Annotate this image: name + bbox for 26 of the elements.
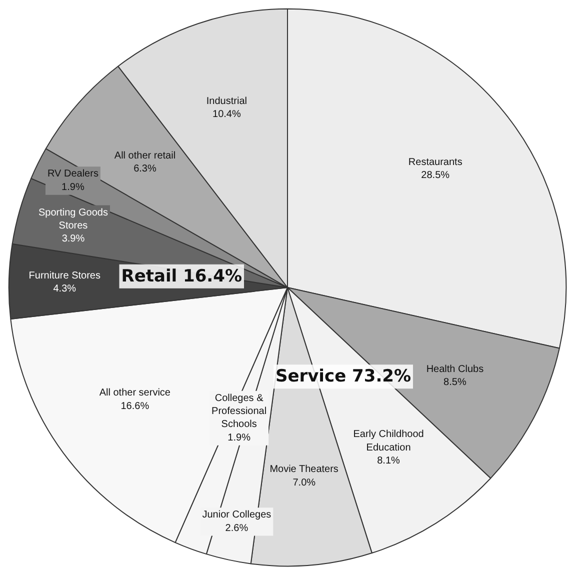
data-label: 16.6% [120, 400, 150, 412]
data-label: 7.0% [292, 477, 316, 488]
text: Service 73.2% [275, 366, 412, 387]
data-label: 28.5% [421, 170, 450, 182]
slice-label: Junior Colleges [202, 510, 272, 521]
slice-label: All other service [99, 388, 171, 399]
data-label: 1.9% [62, 182, 84, 193]
slice-label: All other retail [114, 150, 176, 162]
text: Retail 16.4% [121, 266, 242, 286]
slice-label: Early Childhood Education [353, 429, 424, 454]
slice-label: RV Dealers [48, 168, 98, 180]
slice-label: Restaurants [408, 156, 462, 168]
data-label: 4.3% [53, 284, 76, 295]
data-label: 2.6% [225, 522, 248, 534]
slice-label: Colleges & Professional Schools [212, 392, 267, 430]
slice-label: Health Clubs [426, 364, 484, 376]
data-label: 3.9% [62, 234, 85, 245]
data-label: 8.5% [444, 377, 466, 388]
slice-label: Sporting Goods Stores [38, 207, 108, 232]
data-label: 10.4% [212, 109, 241, 120]
slice-label: Furniture Stores [28, 270, 100, 282]
slice-label: Movie Theaters [270, 464, 338, 476]
data-label: 1.9% [228, 432, 251, 444]
slice-label: Industrial [206, 96, 247, 107]
data-label: 8.1% [377, 456, 400, 466]
data-label: 6.3% [134, 164, 156, 175]
